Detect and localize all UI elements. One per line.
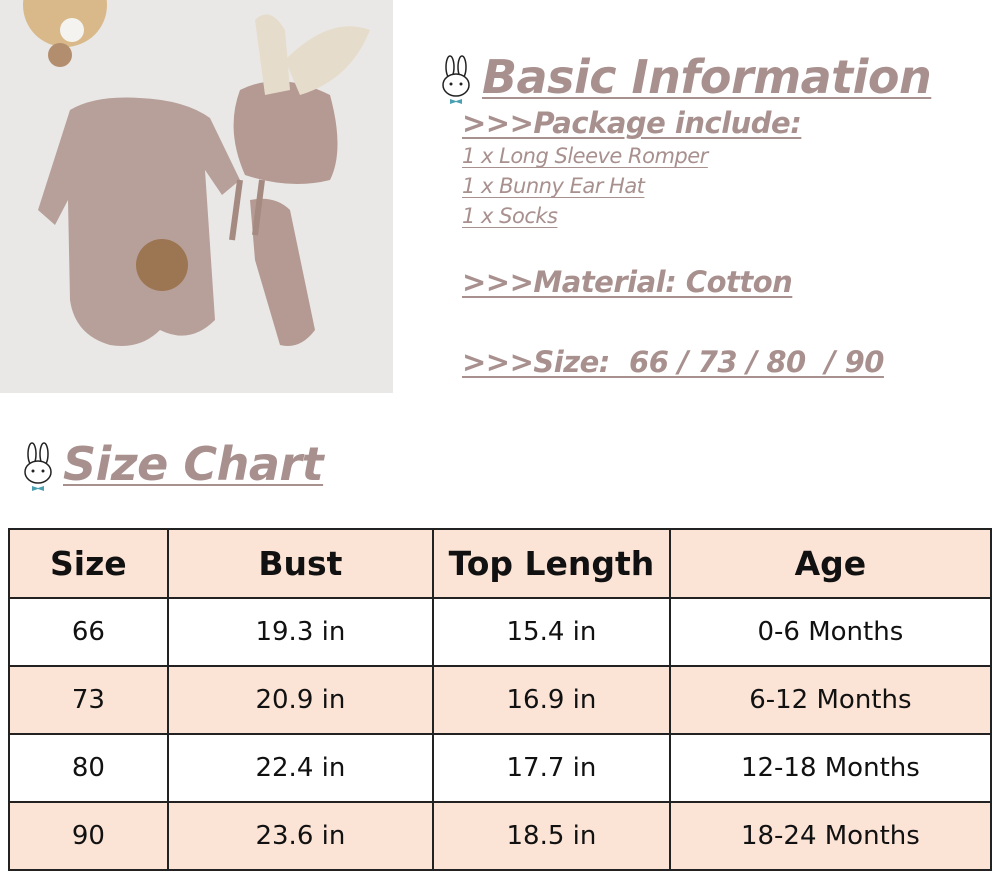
cell-bust: 20.9 in (166, 665, 435, 735)
table-row: 73 20.9 in 16.9 in 6-12 Months (8, 665, 993, 735)
header-bust: Bust (166, 528, 435, 599)
cell-bust: 19.3 in (166, 597, 435, 667)
basic-info-title: Basic Information (482, 50, 932, 104)
cell-top-length: 16.9 in (432, 665, 671, 735)
cell-top-length: 17.7 in (432, 733, 671, 803)
table-row: 90 23.6 in 18.5 in 18-24 Months (8, 801, 993, 871)
cell-bust: 23.6 in (166, 801, 435, 871)
cell-age: 0-6 Months (668, 597, 993, 667)
size-chart-title: Size Chart (63, 437, 324, 491)
cell-size: 90 (8, 801, 169, 871)
cell-size: 73 (8, 665, 169, 735)
package-item: 1 x Socks (462, 204, 558, 228)
cell-size: 66 (8, 597, 169, 667)
package-item: 1 x Bunny Ear Hat (462, 174, 645, 198)
cell-top-length: 15.4 in (432, 597, 671, 667)
bunny-icon (24, 442, 52, 491)
header-size: Size (8, 528, 169, 599)
size-text: >>>Size: 66 / 73 / 80 / 90 (462, 345, 884, 379)
cell-top-length: 18.5 in (432, 801, 671, 871)
cell-size: 80 (8, 733, 169, 803)
package-item: 1 x Long Sleeve Romper (462, 144, 708, 168)
table-row: 66 19.3 in 15.4 in 0-6 Months (8, 597, 993, 667)
cell-age: 18-24 Months (668, 801, 993, 871)
cell-bust: 22.4 in (166, 733, 435, 803)
material-text: >>>Material: Cotton (462, 265, 793, 299)
cell-age: 12-18 Months (668, 733, 993, 803)
header-age: Age (668, 528, 993, 599)
header-top-length: Top Length (432, 528, 671, 599)
table-header-row: Size Bust Top Length Age (8, 528, 993, 599)
product-photo (0, 0, 393, 393)
size-chart-table: Size Bust Top Length Age 66 19.3 in 15.4… (8, 528, 993, 871)
table-row: 80 22.4 in 17.7 in 12-18 Months (8, 733, 993, 803)
bunny-icon (442, 55, 470, 104)
package-heading: >>>Package include: (462, 106, 802, 140)
cell-age: 6-12 Months (668, 665, 993, 735)
